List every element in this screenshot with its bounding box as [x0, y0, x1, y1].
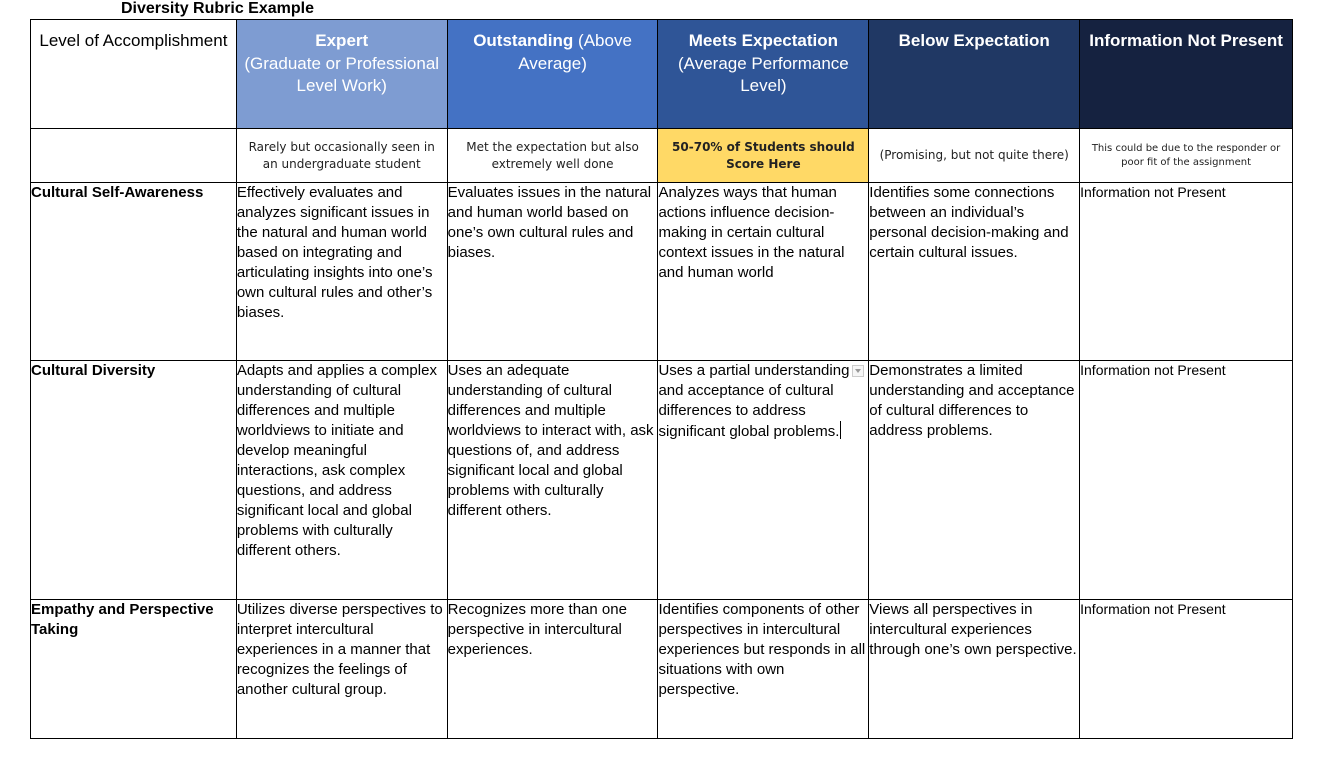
header-expert-subtitle: (Graduate or Professional Level Work) — [244, 53, 440, 96]
table-cell[interactable]: Evaluates issues in the natural and huma… — [446, 182, 659, 361]
table-cell[interactable]: Recognizes more than one perspective in … — [446, 599, 659, 739]
header-meets-subtitle: (Average Performance Level) — [678, 53, 849, 96]
table-cell[interactable]: Adapts and applies a complex understandi… — [235, 360, 448, 600]
rubric-row-self-awareness: Cultural Self-Awareness Effectively eval… — [30, 182, 1293, 361]
table-cell[interactable]: Utilizes diverse perspectives to interpr… — [235, 599, 448, 739]
header-below[interactable]: Below Expectation — [868, 19, 1081, 129]
table-cell[interactable]: Analyzes ways that human actions influen… — [657, 182, 870, 361]
table-cell[interactable]: Information not Present — [1079, 360, 1293, 600]
subheader-meets[interactable]: 50-70% of Students should Score Here — [657, 128, 870, 183]
header-meets-title: Meets Expectation — [688, 31, 839, 50]
row-label[interactable]: Cultural Diversity — [30, 360, 237, 600]
table-cell[interactable]: Uses an adequate understanding of cultur… — [446, 360, 659, 600]
table-cell-active[interactable]: Uses a partial understanding and accepta… — [657, 360, 870, 600]
header-meets[interactable]: Meets Expectation (Average Performance L… — [657, 19, 870, 129]
rubric-table: Level of Accomplishment Expert (Graduate… — [30, 19, 1293, 739]
table-cell[interactable]: Identifies some connections between an i… — [868, 182, 1081, 361]
table-cell[interactable]: Information not Present — [1079, 182, 1293, 361]
subheader-not-present[interactable]: This could be due to the responder or po… — [1079, 128, 1293, 183]
subheader-below[interactable]: (Promising, but not quite there) — [868, 128, 1081, 183]
header-not-present[interactable]: Information Not Present — [1079, 19, 1293, 129]
header-expert[interactable]: Expert (Graduate or Professional Level W… — [235, 19, 448, 129]
subheader-row: Rarely but occasionally seen in an under… — [30, 128, 1293, 183]
header-below-title: Below Expectation — [898, 31, 1050, 50]
table-cell[interactable]: Information not Present — [1079, 599, 1293, 739]
header-outstanding-title: Outstanding — [473, 31, 574, 50]
subheader-outstanding[interactable]: Met the expectation but also extremely w… — [446, 128, 659, 183]
active-cell-text: Uses a partial understanding and accepta… — [658, 362, 850, 440]
table-cell[interactable]: Identifies components of other perspecti… — [657, 599, 870, 739]
row-label[interactable]: Empathy and Perspective Taking — [30, 599, 237, 739]
header-level-label[interactable]: Level of Accomplishment — [30, 19, 237, 129]
header-outstanding-subtitle: (Above Average) — [518, 31, 632, 73]
text-cursor — [840, 421, 842, 439]
rubric-row-diversity: Cultural Diversity Adapts and applies a … — [30, 360, 1293, 600]
cell-menu-chevron-icon[interactable] — [852, 365, 865, 377]
table-cell[interactable]: Effectively evaluates and analyzes signi… — [235, 182, 448, 361]
header-outstanding[interactable]: Outstanding (Above Average) — [446, 19, 659, 129]
header-row: Level of Accomplishment Expert (Graduate… — [30, 19, 1293, 129]
table-cell[interactable]: Demonstrates a limited understanding and… — [868, 360, 1081, 600]
subheader-expert[interactable]: Rarely but occasionally seen in an under… — [235, 128, 448, 183]
header-expert-title: Expert — [315, 31, 369, 50]
table-cell[interactable]: Views all perspectives in intercultural … — [868, 599, 1081, 739]
subheader-empty[interactable] — [30, 128, 237, 183]
row-label[interactable]: Cultural Self-Awareness — [30, 182, 237, 361]
rubric-row-empathy: Empathy and Perspective Taking Utilizes … — [30, 599, 1293, 739]
header-not-present-title: Information Not Present — [1089, 31, 1283, 50]
document-title: Diversity Rubric Example — [121, 0, 314, 17]
